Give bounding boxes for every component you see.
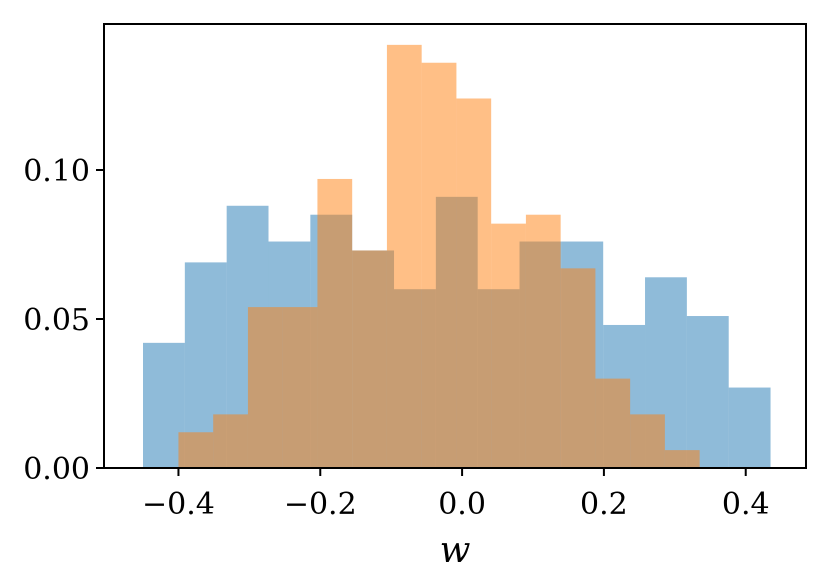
histogram-bar <box>421 62 457 469</box>
histogram-bar <box>386 44 422 468</box>
y-tick-label: 0.10 <box>23 154 90 189</box>
y-tick-label: 0.05 <box>23 303 90 338</box>
x-axis-label: w <box>440 530 471 571</box>
histogram-bar <box>213 414 248 468</box>
histogram-bar <box>317 178 353 469</box>
plot-frame <box>103 23 807 469</box>
histogram-bar <box>247 307 283 468</box>
histogram-bar <box>595 378 631 468</box>
histogram-bar <box>728 387 771 468</box>
histogram-bar <box>664 450 700 468</box>
x-tick-label: 0.4 <box>722 487 770 522</box>
histogram-bar <box>143 342 185 468</box>
histogram-bar <box>491 223 526 468</box>
histogram-bar <box>560 268 596 468</box>
histogram-series-1 <box>178 44 700 469</box>
y-tick-label: 0.00 <box>23 452 90 487</box>
y-axis-ticks: 0.00 0.05 0.10 <box>23 154 104 487</box>
x-tick-label: −0.2 <box>284 487 357 522</box>
histogram-bars <box>143 44 771 469</box>
histogram-bar <box>525 214 561 468</box>
histogram-bar <box>178 432 214 468</box>
x-tick-label: −0.4 <box>142 487 215 522</box>
histogram-bar <box>456 98 492 468</box>
histogram-bar <box>686 316 729 468</box>
histogram-bar <box>282 307 318 468</box>
x-tick-label: 0.2 <box>580 487 628 522</box>
x-tick-label: 0.0 <box>438 487 486 522</box>
histogram-bar <box>630 414 665 468</box>
x-axis-ticks: −0.4 −0.2 0.0 0.2 0.4 <box>142 468 770 522</box>
histogram-bar <box>352 250 387 468</box>
